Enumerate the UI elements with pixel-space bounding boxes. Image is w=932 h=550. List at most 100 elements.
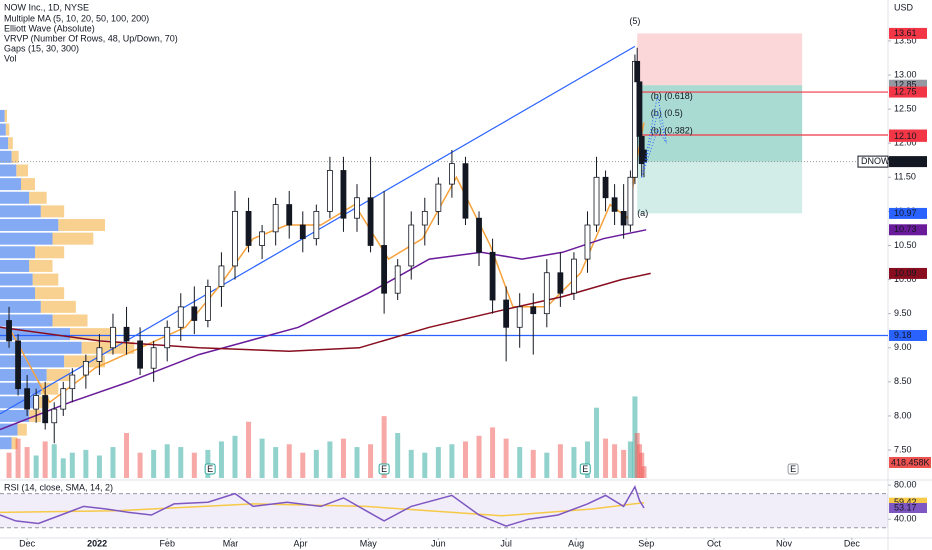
x-tick-label: Oct	[707, 538, 722, 548]
y-tick-label: 11.50	[894, 172, 916, 182]
profile-down	[70, 328, 117, 341]
candle-body	[42, 395, 49, 424]
profile-down	[46, 369, 70, 382]
rsi-title: RSI (14, close, SMA, 14, 2)	[4, 482, 113, 492]
volume-bar	[110, 447, 116, 478]
profile-down	[29, 191, 47, 204]
profile-up	[0, 150, 12, 163]
profile-down	[58, 219, 105, 232]
y-tick-label: 9.50	[894, 308, 912, 318]
rsi-tick-label: 40.00	[894, 514, 917, 524]
profile-down	[52, 232, 94, 245]
volume-bar	[381, 416, 387, 478]
profile-up	[0, 328, 70, 341]
volume-bar	[557, 444, 563, 478]
volume-bar	[51, 444, 57, 478]
indicator: Gaps (15, 30, 300)	[4, 43, 79, 53]
candle-body	[636, 81, 643, 137]
earnings-label: E	[582, 464, 588, 474]
volume-bar	[286, 444, 292, 478]
wave-label: (a)	[637, 208, 648, 218]
profile-down	[11, 437, 18, 450]
candle-body	[571, 258, 577, 294]
profile-up	[0, 246, 35, 259]
volume-bar	[603, 438, 609, 478]
candle-body	[476, 217, 482, 253]
profile-down	[35, 287, 65, 300]
profile-down	[32, 273, 59, 286]
volume-bar	[571, 447, 577, 478]
price-label: 11.73	[894, 156, 916, 166]
profile-up	[0, 355, 65, 368]
volume-bar	[42, 441, 48, 478]
price-label: 9.18	[894, 330, 912, 340]
price-label-bg	[889, 27, 927, 39]
profile-down	[81, 341, 135, 354]
candle-body	[82, 360, 89, 376]
price-label-bg	[889, 329, 927, 341]
profile-down	[17, 423, 27, 436]
candle-body	[313, 210, 320, 240]
currency: USD	[894, 2, 914, 12]
candle-body	[326, 170, 333, 212]
volume-bar	[327, 441, 333, 478]
y-tick-label: 13.50	[894, 35, 917, 45]
candle-body	[123, 326, 130, 342]
volume-bar	[246, 421, 252, 478]
rsi-label-bg	[889, 503, 927, 514]
candle-body	[24, 388, 31, 410]
candle-body	[137, 340, 143, 369]
price-label: 12.75	[894, 86, 917, 96]
rsi-label-bg	[889, 497, 927, 508]
profile-down	[21, 178, 35, 191]
candle-body	[593, 176, 600, 226]
price-label-bg	[889, 267, 927, 279]
candle-body	[164, 326, 171, 349]
volume-bar	[517, 447, 523, 478]
volume-bar	[137, 452, 143, 478]
x-tick-label: Dec	[844, 538, 861, 548]
profile-up	[0, 341, 82, 354]
earnings-marker	[378, 463, 390, 475]
profile-down	[40, 300, 76, 313]
earnings-marker	[204, 463, 216, 475]
profile-up	[0, 423, 18, 436]
x-tick-label: May	[360, 538, 378, 548]
x-tick-label: Jul	[500, 538, 512, 548]
x-tick-label: Nov	[776, 538, 793, 548]
volume-bar	[544, 452, 550, 478]
volume-bar	[232, 435, 238, 478]
candle-body	[611, 197, 618, 212]
volume-bar	[422, 452, 428, 478]
x-tick-label: Sep	[638, 538, 654, 548]
stop-zone	[637, 161, 803, 214]
volume-bar	[408, 449, 414, 478]
candle-body	[218, 265, 225, 287]
wave-label: (b) (0.382)	[651, 125, 693, 135]
profile-up	[0, 369, 47, 382]
volume-bar	[612, 444, 618, 478]
volume-bar	[627, 441, 633, 478]
candle-body	[367, 197, 374, 246]
volume-bar	[60, 458, 66, 478]
y-tick-label: 8.00	[894, 410, 912, 420]
volume-bar	[69, 452, 75, 478]
candle-body	[435, 183, 442, 212]
x-tick-label: Apr	[294, 538, 308, 548]
profile-down	[16, 164, 28, 177]
wave-projection	[641, 95, 668, 178]
y-tick-label: 7.50	[894, 444, 912, 454]
profile-up	[0, 259, 30, 272]
earnings-marker	[787, 463, 799, 475]
candle-body	[421, 210, 428, 226]
candle-body	[96, 347, 103, 362]
moving-average	[8, 122, 645, 404]
volume-bar	[178, 447, 184, 478]
price-label: 13.61	[894, 28, 917, 38]
x-tick-label: Mar	[223, 538, 239, 548]
price-label: 10.09	[894, 268, 917, 278]
rsi-band	[0, 493, 888, 528]
candle-body	[584, 224, 591, 260]
volume-bar	[96, 455, 102, 478]
